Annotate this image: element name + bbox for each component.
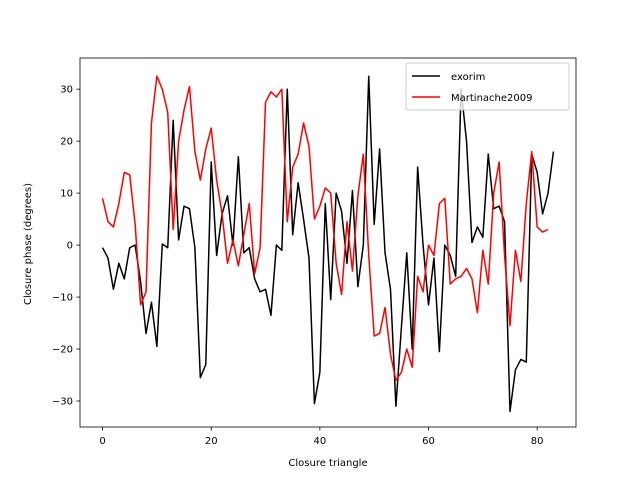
legend-frame <box>405 62 570 111</box>
x-tick-label: 60 <box>422 436 435 447</box>
y-tick-label: −20 <box>52 345 73 356</box>
legend-label-exorim: exorim <box>451 72 485 83</box>
axes-frame <box>79 57 577 428</box>
y-tick-label: 0 <box>67 241 73 252</box>
y-axis-label: Closure phase (degrees) <box>23 183 34 305</box>
axes: 0 20 40 60 80 −30 −20 −10 0 10 20 30 <box>52 57 577 447</box>
x-tick-label: 0 <box>99 436 105 447</box>
y-tick-label: 10 <box>60 189 73 200</box>
series-line-exorim <box>101 75 555 413</box>
x-tick-label: 80 <box>531 436 544 447</box>
plot-area <box>101 75 555 413</box>
legend: exorim Martinache2009 <box>405 62 570 111</box>
x-tick-label: 40 <box>313 436 326 447</box>
x-tick-label: 20 <box>205 436 218 447</box>
x-axis-label: Closure triangle <box>288 458 367 469</box>
y-tick-label: −10 <box>52 293 73 304</box>
y-tick-label: −30 <box>52 397 73 408</box>
y-tick-label: 30 <box>60 85 73 96</box>
y-tick-label: 20 <box>60 137 73 148</box>
legend-label-martinache2009: Martinache2009 <box>451 93 532 104</box>
series-line-martinache2009 <box>101 75 549 381</box>
